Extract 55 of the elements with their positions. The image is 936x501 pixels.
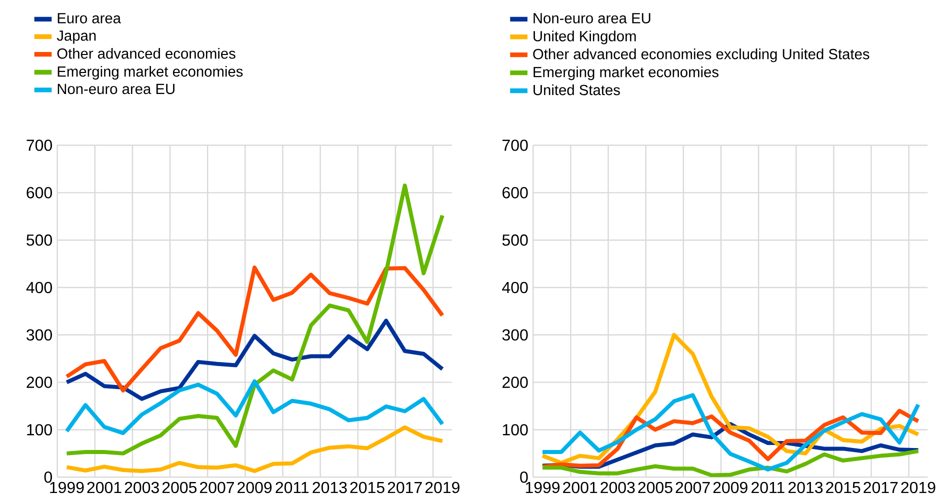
x-tick-label: 1999 xyxy=(526,482,560,494)
y-tick-label: 700 xyxy=(502,140,528,151)
x-tick-label: 2005 xyxy=(638,482,672,494)
legend-label: Emerging market economies xyxy=(58,66,243,80)
x-tick-label: 2007 xyxy=(676,482,710,494)
line-series xyxy=(540,408,920,469)
x-tick-label: 2011 xyxy=(276,482,309,494)
y-tick-label: 500 xyxy=(26,234,52,246)
x-tick-label: 2017 xyxy=(388,482,422,494)
y-tick-label: 0 xyxy=(520,471,528,483)
legend-label: Other advanced economies excluding United States xyxy=(533,48,870,62)
x-tick-label: 2017 xyxy=(864,482,898,494)
line-series xyxy=(64,266,444,392)
x-tick-label: 1999 xyxy=(50,482,84,494)
x-tick-label: 2003 xyxy=(124,482,159,494)
line-series xyxy=(540,393,920,472)
x-tick-label: 2003 xyxy=(600,482,635,494)
y-tick-label: 400 xyxy=(502,282,528,294)
x-tick-label: 2011 xyxy=(752,482,784,494)
line-series xyxy=(64,318,444,401)
y-tick-label: 0 xyxy=(44,471,52,483)
y-tick-label: 300 xyxy=(26,329,52,340)
y-tick-label: 200 xyxy=(502,376,528,388)
line-series xyxy=(64,184,444,456)
legend-label: Euro area xyxy=(58,13,122,24)
legend-label: Non-euro area EU xyxy=(534,13,650,24)
x-tick-label: 2005 xyxy=(162,482,197,494)
legend-label: Other advanced economies xyxy=(57,48,236,59)
y-tick-label: 200 xyxy=(26,376,52,388)
x-tick-label: 2001 xyxy=(563,482,598,494)
x-tick-label: 2019 xyxy=(425,482,460,494)
y-tick-label: 500 xyxy=(502,234,528,246)
y-tick-label: 600 xyxy=(26,186,52,198)
x-tick-label: 2015 xyxy=(826,482,860,494)
legend-label: United Kingdom xyxy=(534,30,636,44)
y-tick-label: 700 xyxy=(26,140,52,151)
x-tick-label: 2009 xyxy=(713,482,748,494)
x-tick-label: 2007 xyxy=(200,482,234,494)
y-tick-label: 400 xyxy=(26,282,52,294)
x-tick-label: 2013 xyxy=(312,482,347,494)
legend-label: Emerging market economies xyxy=(534,66,718,80)
legend-label: United States xyxy=(534,84,620,96)
x-tick-label: 2015 xyxy=(350,482,384,494)
line-series xyxy=(64,379,444,435)
x-tick-label: 2013 xyxy=(788,482,823,494)
x-tick-label: 2019 xyxy=(901,482,936,494)
legend-label: Non-euro area EU xyxy=(58,84,174,94)
x-tick-label: 2001 xyxy=(87,482,122,494)
line-series xyxy=(64,425,444,473)
x-tick-label: 2009 xyxy=(238,482,272,494)
y-tick-label: 100 xyxy=(27,424,52,436)
y-tick-label: 600 xyxy=(502,186,528,198)
y-tick-label: 100 xyxy=(502,424,528,436)
y-tick-label: 300 xyxy=(502,329,528,340)
legend-label: Japan xyxy=(56,30,96,44)
